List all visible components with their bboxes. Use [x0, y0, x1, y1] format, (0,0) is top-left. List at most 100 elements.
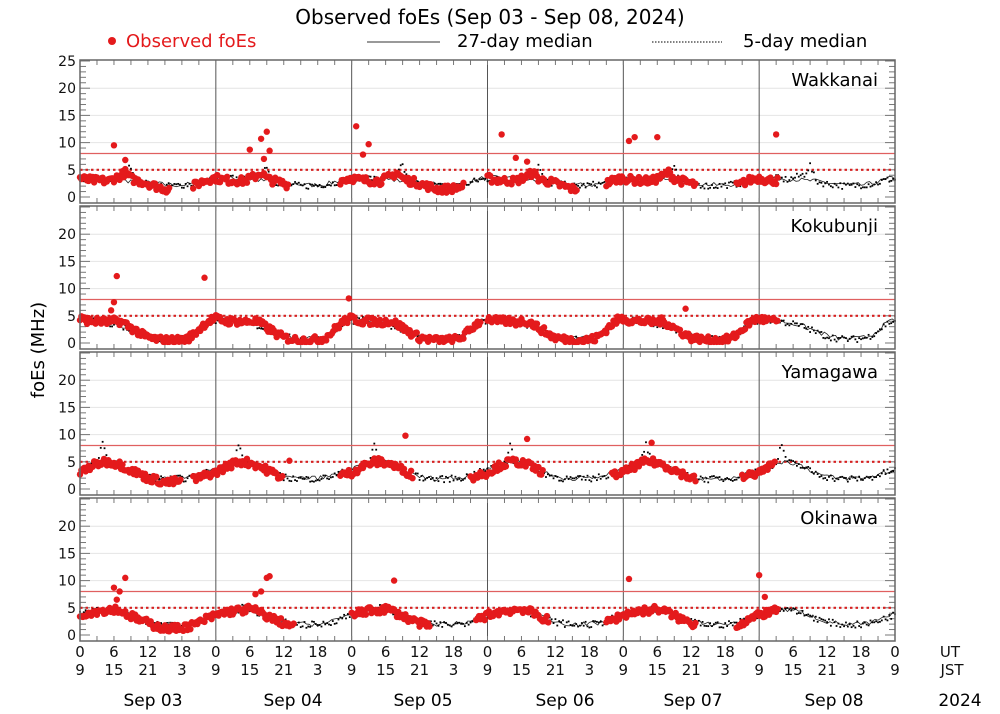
median5-point — [816, 473, 819, 475]
observed-point — [764, 466, 771, 473]
median5-point — [586, 474, 589, 477]
median5-point — [448, 624, 451, 627]
median5-point — [160, 622, 163, 624]
legend-observed-marker — [108, 37, 116, 45]
observed-point — [460, 335, 467, 342]
median5-point — [463, 477, 466, 480]
median5-point — [560, 621, 562, 624]
median5-point — [369, 175, 372, 178]
median5-point — [241, 603, 244, 606]
median5-point — [662, 327, 664, 330]
median5-point — [467, 623, 470, 626]
median5-point — [858, 184, 861, 187]
median5-point — [433, 182, 436, 185]
median5-point — [735, 621, 738, 624]
median5-point — [712, 475, 715, 477]
median5-point — [854, 338, 857, 341]
median5-point — [699, 475, 702, 478]
median5-point — [599, 477, 602, 480]
median5-point — [307, 476, 310, 479]
median5-point — [841, 623, 844, 626]
ut-tick-label: 6 — [109, 643, 119, 661]
median5-point — [828, 618, 830, 621]
median5-point — [860, 478, 862, 481]
median5-point — [867, 624, 870, 627]
observed-point — [365, 141, 372, 148]
median5-point — [128, 329, 130, 332]
median5-point — [890, 322, 893, 325]
median5-point — [316, 479, 319, 481]
median5-point — [837, 478, 840, 481]
median5-point — [731, 624, 734, 627]
median5-point — [369, 457, 372, 459]
ut-tick-label: 6 — [381, 643, 391, 661]
ut-axis-label: UT — [940, 643, 961, 661]
y-tick-label: 10 — [58, 282, 76, 298]
median5-point — [843, 182, 845, 185]
observed-point — [189, 185, 197, 192]
median5-point — [856, 183, 859, 186]
median5-point — [607, 476, 610, 479]
median5-point — [548, 474, 551, 477]
observed-point — [692, 180, 699, 187]
observed-point — [345, 295, 353, 302]
observed-point — [177, 476, 184, 483]
median5-point — [582, 182, 585, 185]
median5-point — [831, 477, 834, 480]
median5-point — [579, 186, 581, 189]
ut-tick-label: 12 — [274, 643, 293, 661]
observed-point — [539, 466, 546, 474]
median5-point — [579, 475, 581, 477]
median5-point — [330, 624, 332, 626]
median5-point — [833, 338, 836, 341]
median5-point — [733, 621, 736, 624]
median5-point — [314, 479, 317, 482]
median5-point — [537, 163, 540, 166]
median5-point — [882, 178, 885, 180]
median5-point — [575, 476, 578, 479]
median5-point — [848, 623, 851, 626]
median5-point — [841, 335, 844, 338]
median5-point — [575, 183, 578, 186]
observed-point — [279, 472, 286, 480]
median5-point — [403, 171, 406, 173]
ut-tick-label: 18 — [580, 643, 599, 661]
median5-point — [858, 475, 861, 478]
median5-point — [484, 177, 487, 180]
median5-point — [784, 607, 787, 610]
median5-point — [326, 477, 329, 480]
jst-tick-label: 15 — [376, 661, 395, 679]
legend: Observed foEs 27-day median 5-day median — [108, 31, 867, 52]
median5-point — [262, 328, 264, 330]
median5-point — [529, 615, 532, 618]
median5-point — [186, 185, 189, 188]
median5-point — [845, 337, 847, 339]
observed-point — [266, 573, 273, 580]
median5-point — [486, 467, 489, 470]
median5-point — [712, 187, 715, 189]
median5-point — [569, 624, 572, 626]
median5-point — [875, 620, 878, 623]
median5-point — [782, 180, 785, 183]
median5-point — [811, 471, 813, 473]
median5-point — [371, 179, 374, 182]
y-tick-label: 20 — [58, 81, 76, 97]
observed-point — [426, 623, 433, 630]
median5-point — [309, 625, 312, 628]
station-name: Okinawa — [800, 508, 878, 529]
observed-point — [277, 615, 285, 622]
median5-point — [337, 618, 340, 621]
observed-point — [263, 128, 270, 135]
median5-point — [709, 622, 712, 625]
median5-point — [330, 476, 332, 479]
median5-point — [130, 167, 132, 170]
median5-point — [184, 480, 187, 483]
median5-point — [441, 626, 444, 628]
median5-point — [580, 622, 583, 624]
median5-point — [858, 625, 861, 627]
median5-point — [863, 186, 866, 189]
observed-point — [413, 329, 420, 336]
observed-point — [625, 575, 633, 583]
median5-point — [869, 338, 872, 340]
median5-point — [335, 184, 338, 186]
